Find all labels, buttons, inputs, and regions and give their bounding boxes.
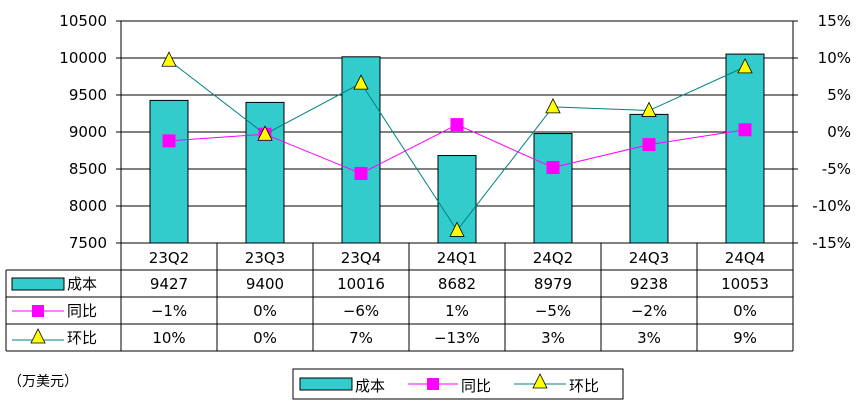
table-cell: −2% (631, 302, 667, 320)
marker-yoy-24Q3 (642, 138, 656, 152)
category-label: 23Q4 (341, 249, 381, 267)
bar-cost-24Q4 (725, 53, 765, 244)
table-cell: 0% (733, 302, 757, 320)
legend-key-cost (299, 377, 353, 391)
category-label: 23Q2 (149, 249, 189, 267)
table-cell: 0% (253, 302, 277, 320)
right-axis-tick-label: -15% (812, 234, 851, 252)
table-cell: 8979 (534, 275, 572, 293)
table-cell: 10% (152, 329, 185, 347)
marker-qoq-24Q3 (641, 101, 657, 117)
marker-qoq-23Q3 (257, 125, 273, 141)
left-axis-tick-label: 10500 (59, 12, 107, 30)
marker-qoq-24Q1 (449, 221, 465, 237)
left-axis-tick-label: 9000 (69, 123, 107, 141)
right-axis-tick-label: 15% (818, 12, 851, 30)
legend-key-qoq-marker (532, 373, 548, 389)
table-row-name: 环比 (67, 329, 97, 347)
right-axis-tick-label: 10% (818, 49, 851, 67)
table-key-cost (11, 277, 65, 291)
marker-yoy-24Q4 (738, 123, 752, 137)
category-label: 24Q1 (437, 249, 477, 267)
right-axis-tick-label: -5% (822, 160, 851, 178)
marker-qoq-24Q2 (545, 97, 561, 114)
table-key-qoq-marker (30, 328, 46, 344)
left-axis-tick-label: 7500 (69, 234, 107, 252)
left-axis-tick-label: 9500 (69, 86, 107, 104)
marker-yoy-24Q2 (546, 161, 560, 175)
legend-label-yoy: 同比 (461, 377, 491, 395)
category-label: 24Q2 (533, 249, 573, 267)
marker-yoy-23Q4 (354, 166, 368, 180)
category-label: 23Q3 (245, 249, 285, 267)
table-cell: 9427 (150, 275, 188, 293)
table-cell: 9400 (246, 275, 284, 293)
unit-label: （万美元） (8, 374, 78, 390)
table-cell: 9238 (630, 275, 668, 293)
table-cell: 10016 (337, 275, 385, 293)
table-cell: −5% (535, 302, 571, 320)
bar-cost-24Q2 (533, 133, 573, 244)
left-axis-tick-label: 10000 (59, 49, 107, 67)
table-cell: −13% (434, 329, 480, 347)
right-axis-tick-label: 5% (827, 86, 851, 104)
category-label: 24Q3 (629, 249, 669, 267)
table-cell: 0% (253, 329, 277, 347)
legend-label-cost: 成本 (355, 377, 385, 395)
table-cell: 8682 (438, 275, 476, 293)
table-cell: 9% (733, 329, 757, 347)
category-label: 24Q4 (725, 249, 765, 267)
table-cell: 7% (349, 329, 373, 347)
marker-yoy-23Q2 (162, 134, 176, 148)
table-cell: 3% (541, 329, 565, 347)
bar-cost-24Q3 (629, 113, 669, 244)
left-axis-tick-label: 8000 (69, 197, 107, 215)
legend-key-yoy-marker (427, 378, 439, 390)
table-row-name: 成本 (67, 275, 97, 293)
legend-label-qoq: 环比 (569, 377, 599, 395)
marker-yoy-24Q1 (450, 118, 464, 132)
table-cell: 3% (637, 329, 661, 347)
right-axis-tick-label: -10% (812, 197, 851, 215)
table-cell: −6% (343, 302, 379, 320)
table-cell: −1% (151, 302, 187, 320)
table-key-yoy-marker (32, 305, 44, 317)
marker-qoq-23Q4 (353, 74, 369, 90)
table-row-name: 同比 (67, 302, 97, 320)
right-axis-tick-label: 0% (827, 123, 851, 141)
marker-qoq-24Q4 (737, 57, 753, 74)
table-cell: 1% (445, 302, 469, 320)
left-axis-tick-label: 8500 (69, 160, 107, 178)
bar-cost-23Q2 (149, 99, 189, 244)
table-cell: 10053 (721, 275, 769, 293)
marker-qoq-23Q2 (161, 51, 177, 67)
